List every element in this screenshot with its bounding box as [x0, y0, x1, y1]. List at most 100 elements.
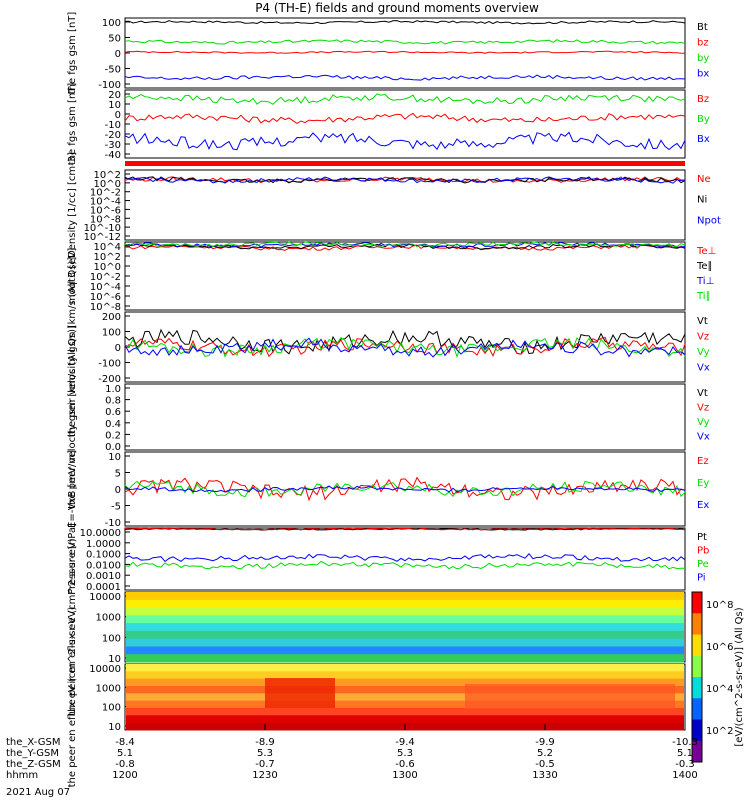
- y-tick-label: 0.6: [105, 407, 121, 418]
- y-axis-label: the fgs gsm [nT]: [67, 12, 78, 95]
- legend-Vt: Vt: [697, 316, 708, 327]
- y-tick-label: 0.1000: [86, 550, 121, 561]
- y-tick-label: 1.0000: [86, 539, 121, 550]
- y-tick-label: 10^-6: [90, 205, 121, 216]
- panel-density: 10^210^010^-210^-410^-610^-810^-1010^-12…: [67, 152, 721, 258]
- series-line-by: [124, 39, 686, 45]
- series-line-Vy: [124, 337, 686, 359]
- series-line-Ti∥: [124, 241, 686, 248]
- heatmap-band: [126, 623, 684, 632]
- heatmap-band: [126, 638, 684, 647]
- y-tick-label: 10^-2: [90, 272, 121, 283]
- x-row-label: hhmm: [6, 770, 38, 781]
- y-tick-label: 10^-8: [90, 214, 121, 225]
- series-line-Npot: [124, 176, 686, 184]
- series-line-Bz: [124, 112, 686, 124]
- y-tick-label: 10000: [89, 592, 121, 603]
- y-axis-label: Density [1/cc] [cm-3]: [67, 152, 78, 258]
- y-tick-label: 10^2: [94, 252, 121, 263]
- legend-Ey: Ey: [697, 478, 709, 489]
- y-tick-label: -100: [98, 80, 121, 91]
- colorbar-segment: [692, 677, 702, 699]
- panel-frame: [124, 383, 686, 451]
- y-axis-label: the peir en eflux eV (cm^2-s-sr-eV): [67, 538, 78, 715]
- legend-Ti∥: Ti∥: [696, 291, 711, 302]
- heatmap-band: [126, 693, 684, 702]
- legend-Te∥: Te∥: [696, 261, 713, 272]
- colorbar-unit-label: [eV/(cm^2-s-sr-eV)] (All Qs): [734, 607, 745, 746]
- heatmap-band: [126, 715, 684, 724]
- y-tick-label: 0.0001: [86, 582, 121, 593]
- y-tick-label: -100: [98, 359, 121, 370]
- heatmap-band: [126, 700, 684, 709]
- x-tick-label: -0.6: [395, 759, 415, 770]
- colorbar-segment: [692, 655, 702, 678]
- colorbar-segment: [692, 634, 702, 657]
- colorbar-label: 10^6: [706, 642, 733, 653]
- panel-temperature: 10^410^210^010^-210^-410^-610^-8 moqt3 [e…: [67, 241, 716, 313]
- colorbar-segment: [692, 698, 702, 720]
- y-tick-label: 5: [115, 469, 121, 480]
- y-tick-label: 10: [108, 722, 121, 733]
- figure-title: P4 (TH-E) fields and ground moments over…: [255, 1, 539, 15]
- y-tick-label: 10^0: [94, 179, 121, 190]
- x-axis: -8.45.1-0.81200-8.95.3-0.71230-9.45.3-0.…: [6, 724, 698, 798]
- legend-Vy: Vy: [697, 417, 710, 428]
- colorbar-segment: [692, 613, 702, 635]
- y-tick-label: 1.0: [105, 384, 121, 395]
- legend-Vz: Vz: [697, 332, 709, 343]
- y-axis-label: Pressure [nPa]: [67, 523, 78, 595]
- legend-Te⊥: Te⊥: [696, 246, 716, 257]
- series-line-Bt: [124, 20, 686, 25]
- panel-frame: [124, 451, 686, 527]
- heatmap-band: [126, 678, 684, 687]
- x-tick-label: -8.9: [255, 737, 275, 748]
- x-tick-label: 5.1: [117, 748, 133, 759]
- colorbar-segment: [692, 719, 702, 742]
- x-row-label: the_Z-GSM: [6, 759, 61, 770]
- x-tick-label: 1330: [532, 770, 557, 781]
- x-tick-label: -9.9: [535, 737, 555, 748]
- legend-Vt: Vt: [697, 388, 708, 399]
- panel-efield: 10 5 0 -5 -10 E=-VxB [mV/m] Ez Ey Ex: [67, 450, 709, 529]
- y-tick-label: -10: [105, 518, 121, 529]
- y-tick-label: 0.2: [105, 430, 121, 441]
- colorbar-label: 10^2: [706, 726, 733, 737]
- series-line-Te∥: [124, 243, 686, 250]
- legend-Bz: Bz: [697, 94, 709, 105]
- series-line-Pi: [124, 553, 686, 563]
- y-tick-label: 10: [108, 452, 121, 463]
- x-row-label: the_Y-GSM: [6, 748, 59, 759]
- y-tick-label: 0.8: [105, 396, 121, 407]
- y-tick-label: -200: [98, 374, 121, 385]
- panel-peir_eflux: 10000 1000 100 10 the peir en eflux eV (cm^2…: [67, 538, 686, 716]
- legend-bx: bx: [697, 69, 709, 80]
- y-tick-label: 0: [115, 343, 121, 354]
- separator-bar: [125, 161, 685, 166]
- y-axis-label: the peer en eflux eV (cm^2-s-sr-eV): [67, 607, 78, 788]
- x-tick-label: -0.5: [535, 759, 555, 770]
- y-tick-label: 20: [108, 90, 121, 101]
- colorbar-label: 10^4: [706, 684, 733, 695]
- y-tick-label: 10.0000: [80, 528, 121, 539]
- y-tick-label: 200: [102, 312, 121, 323]
- x-tick-label: 1400: [672, 770, 697, 781]
- y-tick-label: 1000: [96, 613, 121, 624]
- y-tick-label: 10^-4: [90, 197, 121, 208]
- heatmap-band: [126, 646, 684, 655]
- series-line-Vt: [124, 328, 686, 355]
- legend-Ne: Ne: [697, 174, 711, 185]
- y-tick-label: 0: [115, 485, 121, 496]
- y-tick-label: -40: [105, 150, 121, 161]
- legend-Pb: Pb: [697, 546, 709, 557]
- y-axis-label: E=-VxB [mV/m]: [67, 450, 78, 528]
- x-tick-label: 1230: [252, 770, 277, 781]
- series-line-By: [124, 93, 686, 105]
- y-tick-label: 10^2: [94, 170, 121, 181]
- y-tick-label: -30: [105, 140, 121, 151]
- y-tick-label: 0.0: [105, 442, 121, 453]
- x-tick-label: 5.3: [397, 748, 413, 759]
